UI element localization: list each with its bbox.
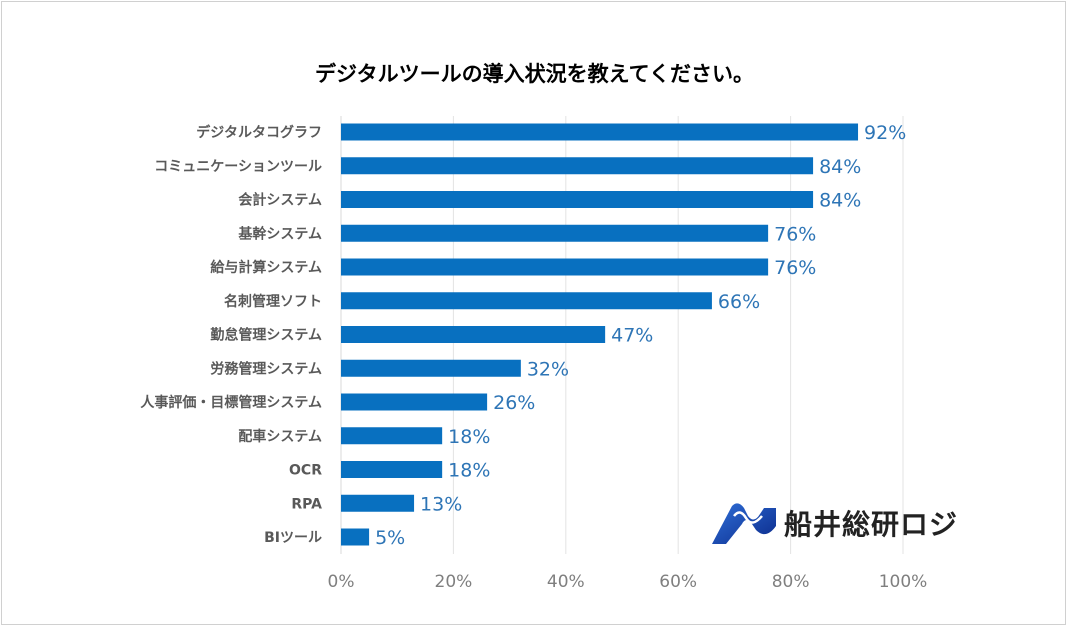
x-tick-label: 40% <box>547 572 585 592</box>
x-tick-label: 20% <box>435 572 473 592</box>
bar <box>341 123 859 141</box>
bar <box>341 326 606 343</box>
data-label: 18% <box>448 426 490 448</box>
bar <box>341 359 521 377</box>
data-label: 92% <box>864 122 906 144</box>
bar <box>341 494 415 512</box>
category-label: 労務管理システム <box>210 360 322 377</box>
data-label: 76% <box>774 257 816 279</box>
bar <box>341 157 814 175</box>
bar <box>341 224 769 242</box>
category-label: 勤怠管理システム <box>210 327 322 344</box>
x-tick-label: 100% <box>879 572 928 592</box>
category-label: BIツール <box>264 530 322 546</box>
data-label: 84% <box>819 190 861 212</box>
bar <box>341 292 712 310</box>
data-label: 47% <box>611 325 653 347</box>
x-tick-label: 0% <box>328 572 355 592</box>
wave-logo-icon <box>712 503 776 544</box>
data-label: 32% <box>527 358 569 380</box>
bar <box>341 528 370 546</box>
chart-title: デジタルツールの導入状況を教えてください。 <box>315 62 754 86</box>
bar <box>341 258 769 276</box>
data-label: 76% <box>774 223 816 245</box>
bar <box>341 461 443 478</box>
category-label: 基幹システム <box>238 225 322 242</box>
bar <box>341 427 443 445</box>
bar <box>341 191 814 208</box>
data-label: 66% <box>718 291 760 313</box>
x-tick-label: 80% <box>772 572 810 592</box>
category-label: デジタルタコグラフ <box>196 124 322 141</box>
category-label: 給与計算システム <box>210 259 322 276</box>
category-label: 人事評価・目標管理システム <box>140 394 322 411</box>
data-label: 26% <box>493 392 535 414</box>
category-label: RPA <box>291 496 322 512</box>
data-label: 84% <box>819 156 861 178</box>
category-label: 配車システム <box>238 428 322 445</box>
category-label: 会計システム <box>238 192 322 209</box>
data-label: 13% <box>420 493 462 515</box>
bar <box>341 393 488 411</box>
company-logo: 船井総研ロジ <box>712 500 958 546</box>
logo-text: 船井総研ロジ <box>784 508 959 541</box>
category-label: 名刺管理ソフト <box>224 293 322 310</box>
category-label: コミュニケーションツール <box>154 159 322 175</box>
category-label: OCR <box>289 463 322 479</box>
data-label: 5% <box>375 527 405 549</box>
data-label: 18% <box>448 460 490 482</box>
x-tick-label: 60% <box>659 572 697 592</box>
